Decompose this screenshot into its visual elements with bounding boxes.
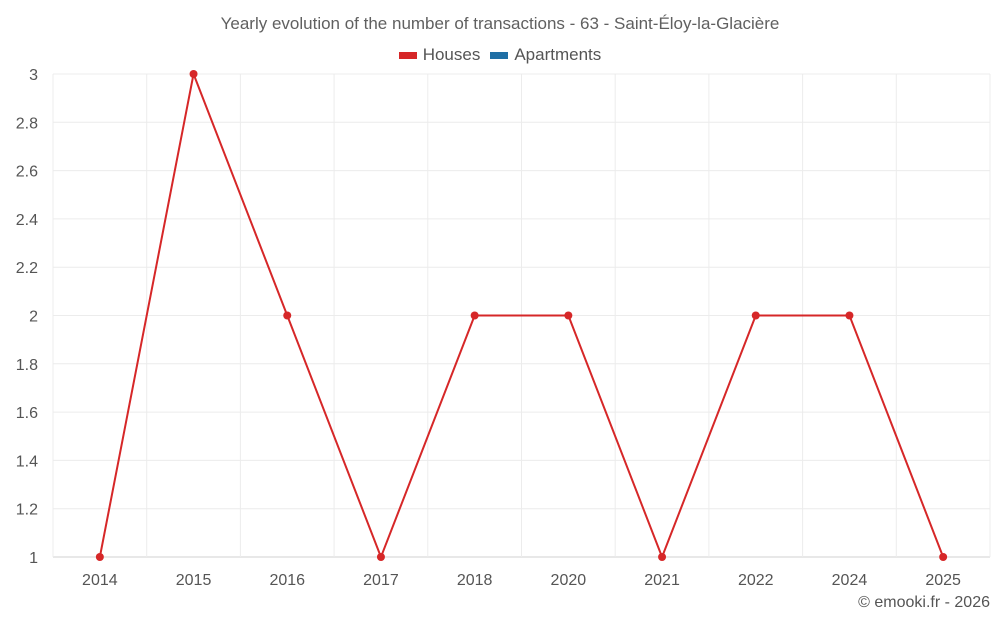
data-point[interactable] [751, 311, 760, 320]
data-point[interactable] [939, 553, 948, 561]
y-tick-label: 1.2 [16, 502, 38, 519]
y-tick-label: 1.6 [16, 405, 38, 422]
data-point[interactable] [283, 311, 292, 320]
legend-item-houses[interactable]: Houses [398, 45, 481, 65]
y-tick-label: 2.6 [16, 164, 38, 181]
x-tick-label: 2022 [738, 572, 774, 589]
data-point[interactable] [376, 553, 385, 561]
x-tick-label: 2024 [832, 572, 868, 589]
chart-title: Yearly evolution of the number of transa… [220, 14, 780, 33]
x-tick-label: 2015 [176, 572, 212, 589]
y-tick-label: 2 [29, 309, 38, 326]
data-point[interactable] [658, 553, 667, 561]
series-line-houses [98, 70, 945, 560]
apartments-swatch-icon [490, 51, 509, 59]
data-point[interactable] [189, 70, 198, 78]
data-point[interactable] [564, 311, 573, 320]
legend-label-apartments: Apartments [514, 45, 602, 64]
x-tick-label: 2018 [457, 572, 493, 589]
credits[interactable]: © emooki.fr - 2026 [858, 594, 990, 611]
x-tick-label: 2017 [363, 572, 399, 589]
legend-item-apartments[interactable]: Apartments [490, 45, 601, 65]
data-point[interactable] [470, 311, 479, 320]
data-point[interactable] [845, 311, 854, 320]
x-tick-label: 2020 [551, 572, 587, 589]
legend: Houses Apartments [0, 45, 1000, 65]
y-tick-label: 1 [29, 550, 38, 567]
x-tick-label: 2014 [82, 572, 118, 589]
legend-label-houses: Houses [422, 45, 481, 64]
y-tick-label: 2.4 [16, 212, 38, 229]
y-tick-label: 1.8 [16, 357, 38, 374]
y-tick-label: 2.8 [16, 115, 38, 132]
x-tick-label: 2021 [644, 572, 680, 589]
y-tick-label: 2.2 [16, 260, 38, 277]
y-tick-label: 1.4 [16, 453, 38, 470]
data-point[interactable] [95, 553, 104, 561]
x-tick-label: 2025 [925, 572, 961, 589]
y-tick-label: 3 [29, 67, 38, 84]
x-tick-label: 2016 [269, 572, 305, 589]
houses-swatch-icon [398, 51, 417, 59]
